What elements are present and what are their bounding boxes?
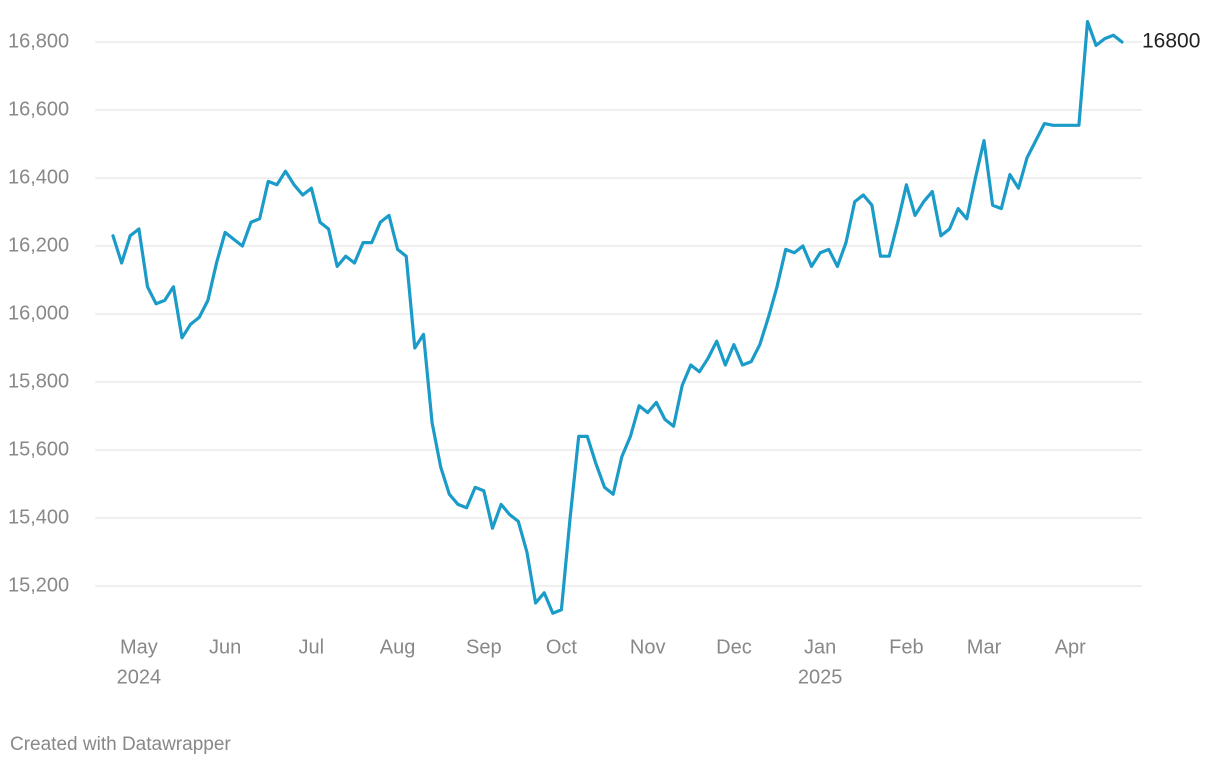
x-tick-label: Dec (716, 636, 752, 658)
x-tick-label: May (120, 636, 158, 658)
x-tick-label: Apr (1055, 636, 1086, 658)
x-tick-label: Nov (630, 636, 666, 658)
x-year-label: 2025 (798, 666, 843, 688)
x-tick-label: Jun (209, 636, 241, 658)
y-tick-label: 15,200 (8, 574, 69, 596)
x-tick-label: Jan (804, 636, 836, 658)
end-label: 16800 (1142, 30, 1200, 53)
y-tick-label: 15,400 (8, 506, 69, 528)
y-tick-label: 16,400 (8, 166, 69, 188)
x-tick-label: Oct (546, 636, 578, 658)
y-tick-label: 15,600 (8, 438, 69, 460)
y-tick-label: 16,200 (8, 234, 69, 256)
line (111, 20, 1124, 615)
y-tick-label: 16,000 (8, 302, 69, 324)
x-tick-label: Feb (889, 636, 923, 658)
x-tick-label: Jul (299, 636, 325, 658)
y-tick-label: 16,800 (8, 30, 69, 52)
y-tick-label: 16,600 (8, 98, 69, 120)
y-tick-label: 15,800 (8, 370, 69, 392)
footer: Created with Datawrapper (10, 734, 231, 755)
x-tick-label: Sep (466, 636, 502, 658)
x-tick-label: Mar (967, 636, 1002, 658)
x-tick-label: Aug (380, 636, 416, 658)
x-year-label: 2024 (117, 666, 162, 688)
